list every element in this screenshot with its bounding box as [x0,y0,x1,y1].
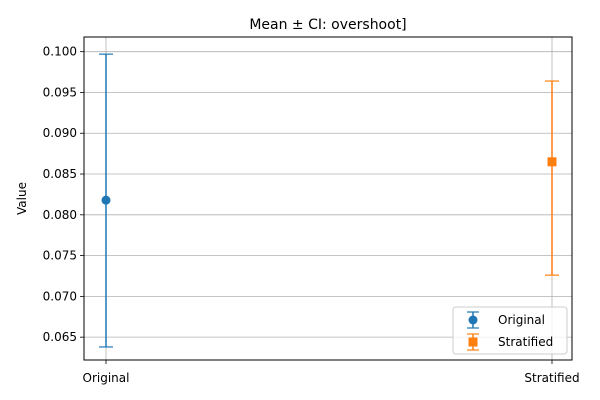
legend: Original Stratified [452,306,568,355]
y-tick-label: 0.070 [43,289,77,303]
series-layer [99,53,559,348]
legend-entry-stratified: Stratified [467,333,553,351]
y-tick-label: 0.095 [43,85,77,99]
series-stratified [545,80,559,276]
y-tick-label: 0.090 [43,126,77,140]
legend-marker [468,337,478,347]
x-axis: Original Stratified [83,360,580,385]
y-axis-label: Value [15,182,29,215]
chart-title: Mean ± CI: overshoot] [249,17,406,33]
mean-marker [547,157,557,167]
y-tick-label: 0.080 [43,208,77,222]
legend-label: Original [498,313,545,327]
y-axis: 0.065 0.070 0.075 0.080 0.085 0.090 0.095 0.100 [43,45,84,344]
mean-marker [101,195,111,205]
legend-label: Stratified [498,335,553,349]
series-original [99,53,113,348]
legend-marker [468,315,478,325]
legend-entry-original: Original [467,311,545,329]
y-tick-label: 0.065 [43,330,77,344]
plot-frame [83,36,573,361]
legend-box [452,306,568,355]
y-tick-label: 0.085 [43,167,77,181]
y-tick-label: 0.100 [43,45,77,59]
y-tick-label: 0.075 [43,249,77,263]
x-tick-label: Stratified [524,371,579,385]
x-tick-label: Original [83,371,130,385]
